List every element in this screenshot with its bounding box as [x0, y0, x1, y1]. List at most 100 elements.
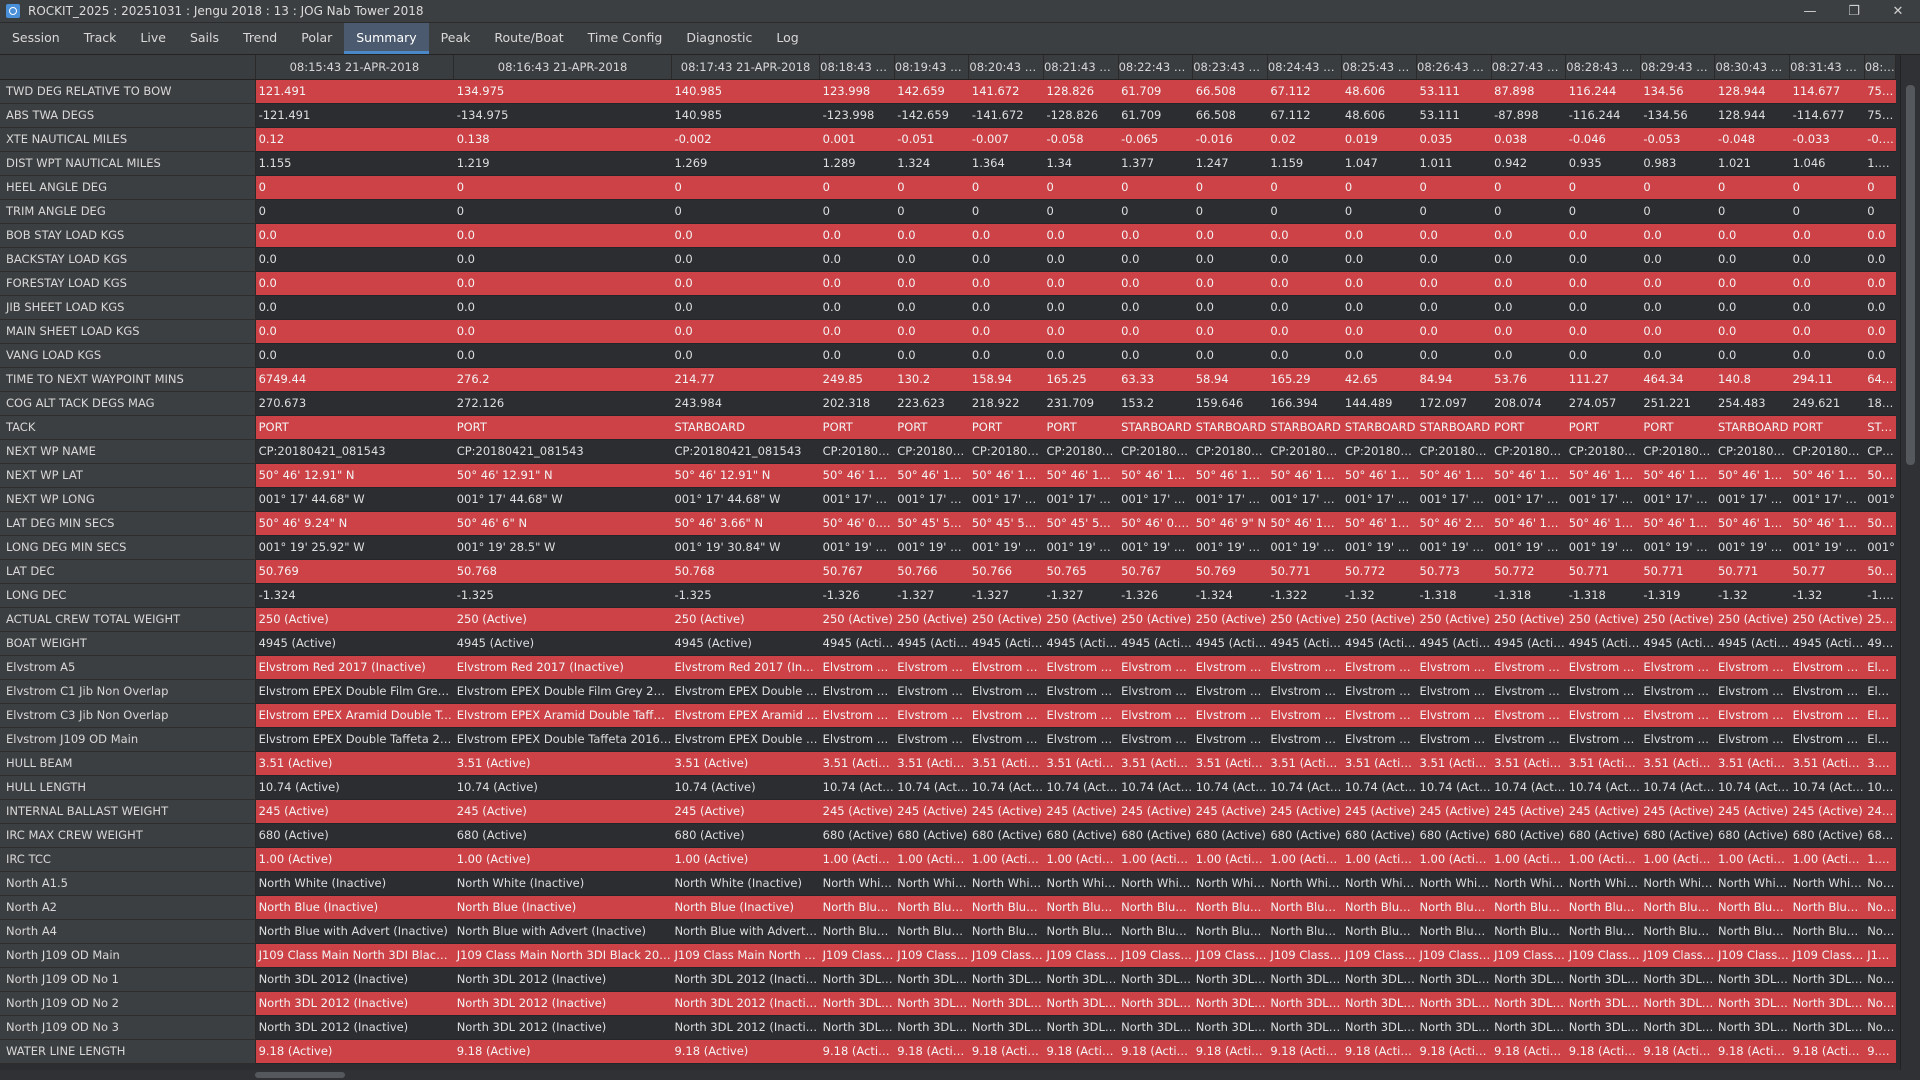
table-cell[interactable]: North Blue ...: [1789, 919, 1865, 944]
table-cell[interactable]: Elvstrom R...: [1416, 655, 1492, 680]
row-header[interactable]: North A4: [0, 919, 256, 944]
table-cell[interactable]: 9.18 (Active): [1789, 1039, 1865, 1064]
column-header[interactable]: 08:28:43 21...: [1565, 55, 1641, 80]
table-cell[interactable]: 202.318: [819, 391, 895, 416]
table-cell[interactable]: -1.322: [1267, 583, 1342, 608]
table-cell[interactable]: Elvstrom E...: [968, 727, 1044, 752]
table-cell[interactable]: -1.319: [1640, 583, 1715, 608]
table-cell[interactable]: 245 (Active): [1416, 799, 1492, 824]
table-cell[interactable]: North Whit...: [1043, 871, 1119, 896]
table-cell[interactable]: 680 (Active): [1491, 823, 1566, 848]
table-cell[interactable]: 1.247: [1192, 151, 1268, 176]
table-cell[interactable]: 0: [671, 199, 820, 224]
table-cell[interactable]: J109 Class ...: [894, 943, 969, 968]
table-cell[interactable]: North 3DL ...: [1267, 1015, 1342, 1040]
table-cell[interactable]: CP:2018042...: [1491, 439, 1566, 464]
table-cell[interactable]: 001° 19' 27....: [1192, 535, 1268, 560]
table-cell[interactable]: North: [1864, 895, 1896, 920]
table-cell[interactable]: 0: [968, 175, 1044, 200]
table-cell[interactable]: Elvstrom E...: [1192, 679, 1268, 704]
table-cell[interactable]: -114.677: [1789, 103, 1865, 128]
table-cell[interactable]: 42.65: [1341, 367, 1417, 392]
table-cell[interactable]: Elvstrom E...: [1714, 679, 1790, 704]
table-cell[interactable]: North Whit...: [1789, 871, 1865, 896]
table-cell[interactable]: 0: [1565, 199, 1641, 224]
table-cell[interactable]: 50° 46' 15.6...: [1267, 511, 1342, 536]
table-cell[interactable]: North Blue ...: [1267, 919, 1342, 944]
row-header[interactable]: BOAT WEIGHT: [0, 631, 256, 656]
table-cell[interactable]: STARBOARD: [1416, 415, 1492, 440]
table-cell[interactable]: CP:2018042...: [1043, 439, 1119, 464]
table-cell[interactable]: 0: [1118, 175, 1193, 200]
table-cell[interactable]: 001° 19' 25.92" W: [255, 535, 454, 560]
table-cell[interactable]: -123.998: [819, 103, 895, 128]
table-cell[interactable]: 250 (Active): [1789, 607, 1865, 632]
row-header[interactable]: DIST WPT NAUTICAL MILES: [0, 151, 256, 176]
row-header[interactable]: North J109 OD No 2: [0, 991, 256, 1016]
table-cell[interactable]: 1.00 (Active): [255, 847, 454, 872]
table-cell[interactable]: 0.0: [1416, 295, 1492, 320]
table-cell[interactable]: 214.77: [671, 367, 820, 392]
table-cell[interactable]: Elvstrom R...: [1789, 655, 1865, 680]
table-cell[interactable]: -1.327: [1043, 583, 1119, 608]
table-cell[interactable]: 1.269: [671, 151, 820, 176]
table-cell[interactable]: 0.0: [894, 319, 969, 344]
table-cell[interactable]: North 3DL ...: [1043, 1015, 1119, 1040]
tab-track[interactable]: Track: [83, 29, 117, 45]
table-cell[interactable]: 9.18 (Active): [255, 1039, 454, 1064]
table-cell[interactable]: PORT: [894, 415, 969, 440]
table-cell[interactable]: 50° 46' 9.24" N: [255, 511, 454, 536]
table-cell[interactable]: 0.0: [1714, 295, 1790, 320]
table-cell[interactable]: J109 Class ...: [1789, 943, 1865, 968]
row-header[interactable]: LONG DEC: [0, 583, 256, 608]
table-cell[interactable]: CP:2018042...: [1565, 439, 1641, 464]
table-cell[interactable]: 50° 46' 16.0...: [1714, 511, 1790, 536]
table-cell[interactable]: 0.0: [255, 223, 454, 248]
table-cell[interactable]: 50° 46' 12.9...: [1789, 463, 1865, 488]
table-cell[interactable]: North Blue ...: [894, 895, 969, 920]
table-cell[interactable]: -0.007: [968, 127, 1044, 152]
table-cell[interactable]: PORT: [453, 415, 672, 440]
table-cell[interactable]: 218.922: [968, 391, 1044, 416]
table-cell[interactable]: 0.0: [968, 319, 1044, 344]
table-cell[interactable]: 245 (Active): [819, 799, 895, 824]
column-header[interactable]: 08:16:43 21-APR-2018: [453, 55, 672, 80]
table-cell[interactable]: 0.0: [1416, 271, 1492, 296]
table-cell[interactable]: 114.677: [1789, 79, 1865, 104]
table-cell[interactable]: 001° 17' 44.68" W: [671, 487, 820, 512]
table-cell[interactable]: -141.672: [968, 103, 1044, 128]
table-cell[interactable]: 1.00 (Active): [1714, 847, 1790, 872]
table-cell[interactable]: 001° 17' 44....: [1118, 487, 1193, 512]
table-cell[interactable]: 254.483: [1714, 391, 1790, 416]
table-cell[interactable]: -1.324: [255, 583, 454, 608]
table-cell[interactable]: North 3DL ...: [1565, 991, 1641, 1016]
table-cell[interactable]: North Blue ...: [819, 895, 895, 920]
table-cell[interactable]: Elvstrom E...: [1341, 727, 1417, 752]
table-cell[interactable]: North 3DL 2012 (Inactive): [671, 991, 820, 1016]
table-cell[interactable]: 0: [1789, 175, 1865, 200]
table-cell[interactable]: PORT: [1565, 415, 1641, 440]
table-cell[interactable]: Elvstrom EPEX Aramid D...: [671, 703, 820, 728]
table-cell[interactable]: North 3DL ...: [1714, 967, 1790, 992]
table-cell[interactable]: 001° 17' 44.68" W: [255, 487, 454, 512]
table-cell[interactable]: 66.508: [1192, 103, 1268, 128]
table-cell[interactable]: Elvstrom E...: [1491, 727, 1566, 752]
table-cell[interactable]: STARBOARD: [1714, 415, 1790, 440]
table-cell[interactable]: -1.32: [1341, 583, 1417, 608]
table-cell[interactable]: 245 (Active): [1267, 799, 1342, 824]
row-header[interactable]: ACTUAL CREW TOTAL WEIGHT: [0, 607, 256, 632]
table-cell[interactable]: 50.769: [255, 559, 454, 584]
table-cell[interactable]: North: [1864, 991, 1896, 1016]
row-header[interactable]: HEEL ANGLE DEG: [0, 175, 256, 200]
table-cell[interactable]: Elvstrom Red 2017 (Inactive): [255, 655, 454, 680]
table-cell[interactable]: CP:2018042...: [1192, 439, 1268, 464]
table-cell[interactable]: 680 (Active): [1416, 823, 1492, 848]
table-cell[interactable]: 0.0: [1043, 295, 1119, 320]
table-cell[interactable]: J109 Class ...: [1416, 943, 1492, 968]
table-cell[interactable]: 1.046: [1789, 151, 1865, 176]
table-cell[interactable]: 10.74 (Acti...: [1043, 775, 1119, 800]
table-cell[interactable]: 116.244: [1565, 79, 1641, 104]
table-cell[interactable]: CP:2018042...: [1267, 439, 1342, 464]
table-cell[interactable]: 3.51 (Active): [671, 751, 820, 776]
row-header[interactable]: FORESTAY LOAD KGS: [0, 271, 256, 296]
